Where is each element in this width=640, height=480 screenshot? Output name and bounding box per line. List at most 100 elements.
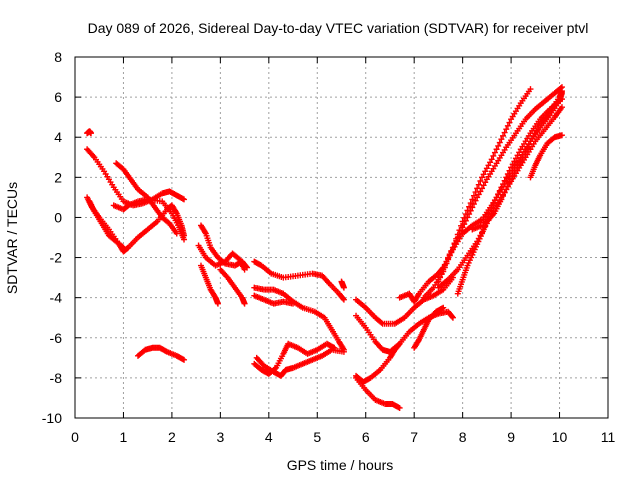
data-point — [500, 132, 507, 139]
data-point — [451, 241, 458, 248]
axes-layer — [74, 56, 609, 419]
data-point — [516, 161, 523, 168]
x-tick-label: 10 — [552, 429, 568, 445]
y-tick-label: 6 — [54, 89, 62, 105]
data-point — [558, 88, 565, 95]
data-point — [557, 85, 564, 92]
data-point — [438, 270, 445, 277]
x-tick-label: 0 — [71, 429, 79, 445]
data-point — [396, 340, 403, 347]
series-track-26 — [435, 104, 565, 291]
data-point — [498, 196, 505, 203]
data-point — [482, 168, 489, 175]
series-track-27 — [454, 88, 565, 297]
data-point — [501, 129, 508, 136]
series-track-16 — [251, 340, 338, 377]
data-point — [459, 224, 466, 231]
data-point — [511, 158, 518, 165]
x-tick-labels: 0 1 2 3 4 5 6 7 8 9 10 11 — [71, 429, 615, 445]
data-point — [440, 266, 447, 273]
data-point — [453, 237, 460, 244]
data-point — [477, 188, 484, 195]
data-point — [119, 243, 126, 250]
data-point — [214, 300, 221, 307]
data-point — [461, 221, 468, 228]
data-point — [490, 152, 497, 159]
data-point — [522, 148, 529, 155]
data-point — [340, 348, 347, 355]
data-point — [503, 126, 510, 133]
data-point — [241, 266, 248, 273]
y-tick-label: 0 — [54, 209, 62, 225]
data-point — [524, 144, 531, 151]
data-point — [506, 167, 513, 174]
data-point — [480, 182, 487, 189]
y-tick-label: -4 — [50, 290, 63, 306]
data-point — [493, 194, 500, 201]
data-point — [472, 197, 479, 204]
data-point — [480, 171, 487, 178]
series-track-24 — [420, 86, 534, 301]
data-point — [514, 152, 521, 159]
data-point — [500, 193, 507, 200]
data-point — [446, 251, 453, 258]
data-point — [491, 149, 498, 156]
y-tick-label: -6 — [50, 330, 63, 346]
grid-layer — [75, 57, 608, 418]
y-tick-label: 8 — [54, 49, 62, 65]
y-tick-labels: -10 -8 -6 -4 -2 0 2 4 6 8 — [42, 49, 62, 426]
data-point — [491, 197, 498, 204]
x-tick-label: 1 — [120, 429, 128, 445]
data-point — [480, 219, 487, 226]
series-track-28 — [469, 96, 565, 233]
data-point — [437, 274, 444, 281]
data-point — [487, 207, 494, 214]
y-tick-label: -2 — [50, 250, 63, 266]
data-point — [483, 213, 490, 220]
data-point — [466, 211, 473, 218]
data-point — [470, 192, 477, 199]
data-point — [271, 365, 278, 372]
data-point — [488, 204, 495, 211]
data-point — [509, 173, 516, 180]
x-tick-label: 9 — [507, 429, 515, 445]
data-point — [454, 234, 461, 241]
data-point — [445, 254, 452, 261]
data-point — [340, 284, 347, 291]
data-point — [512, 155, 519, 162]
series-track-11 — [217, 266, 248, 307]
data-point — [331, 344, 338, 351]
y-tick-label: -8 — [50, 370, 63, 386]
data-point — [521, 151, 528, 158]
data-point — [506, 119, 513, 126]
y-tick-label: -10 — [42, 410, 62, 426]
data-point — [495, 142, 502, 149]
data-point — [378, 319, 385, 326]
data-point — [290, 300, 297, 307]
data-point — [469, 196, 476, 203]
data-point — [527, 86, 534, 93]
series-track-09 — [195, 242, 248, 273]
data-point — [241, 300, 248, 307]
data-point — [508, 176, 515, 183]
series-track-10 — [197, 262, 221, 307]
series-track-14 — [251, 292, 297, 307]
series-track-06 — [113, 160, 180, 237]
series-track-21 — [353, 374, 403, 411]
data-point — [458, 227, 465, 234]
data-point — [504, 183, 511, 190]
data-point — [87, 130, 94, 137]
series-track-25 — [435, 84, 565, 285]
x-tick-label: 7 — [410, 429, 418, 445]
data-point — [485, 162, 492, 169]
data-point — [511, 170, 518, 177]
data-point — [506, 179, 513, 186]
data-point — [490, 201, 497, 208]
series-track-01 — [84, 128, 94, 137]
data-point — [469, 204, 476, 211]
data-point — [482, 179, 489, 186]
data-point — [456, 231, 463, 238]
series-track-23 — [411, 304, 447, 351]
points-layer — [84, 84, 565, 411]
